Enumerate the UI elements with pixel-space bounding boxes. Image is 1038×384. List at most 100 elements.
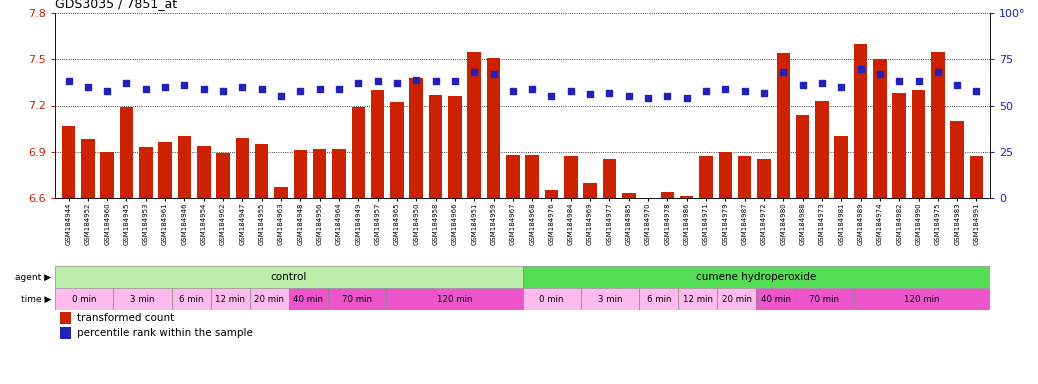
Point bbox=[408, 76, 425, 83]
Bar bbox=[951, 121, 964, 198]
Text: cumene hydroperoxide: cumene hydroperoxide bbox=[696, 272, 816, 282]
Bar bbox=[776, 53, 790, 198]
Point bbox=[775, 69, 792, 75]
Point bbox=[292, 88, 308, 94]
Point bbox=[639, 95, 656, 101]
Point bbox=[601, 89, 618, 96]
Point bbox=[949, 82, 965, 88]
Point bbox=[930, 69, 947, 75]
Text: 70 min: 70 min bbox=[810, 295, 840, 303]
Text: GDS3035 / 7851_at: GDS3035 / 7851_at bbox=[55, 0, 177, 10]
Bar bbox=[507, 155, 520, 198]
Bar bbox=[409, 78, 424, 198]
Bar bbox=[545, 190, 558, 198]
Bar bbox=[815, 101, 828, 198]
Bar bbox=[622, 194, 635, 198]
Point bbox=[157, 84, 173, 90]
Text: 40 min: 40 min bbox=[293, 295, 323, 303]
Bar bbox=[294, 150, 307, 198]
Bar bbox=[250, 288, 289, 310]
Point bbox=[968, 88, 985, 94]
Bar bbox=[757, 159, 771, 198]
Point bbox=[60, 78, 77, 84]
Bar bbox=[525, 155, 539, 198]
Point bbox=[794, 82, 811, 88]
Point bbox=[253, 86, 270, 92]
Point bbox=[446, 78, 463, 84]
Text: 3 min: 3 min bbox=[598, 295, 623, 303]
Point bbox=[563, 88, 579, 94]
Point bbox=[331, 86, 348, 92]
Point bbox=[311, 86, 328, 92]
Text: 6 min: 6 min bbox=[647, 295, 672, 303]
Bar bbox=[522, 288, 581, 310]
Bar bbox=[62, 126, 76, 198]
Point bbox=[852, 65, 869, 71]
Text: agent ▶: agent ▶ bbox=[15, 273, 51, 281]
Point bbox=[466, 69, 483, 75]
Point bbox=[814, 80, 830, 86]
Bar bbox=[911, 90, 925, 198]
Bar bbox=[255, 144, 269, 198]
Bar bbox=[931, 51, 945, 198]
Bar bbox=[113, 288, 172, 310]
Bar bbox=[738, 156, 752, 198]
Bar bbox=[328, 288, 386, 310]
Point bbox=[485, 71, 501, 77]
Text: transformed count: transformed count bbox=[77, 313, 173, 323]
Text: 0 min: 0 min bbox=[540, 295, 564, 303]
Bar bbox=[289, 288, 328, 310]
Bar bbox=[679, 288, 717, 310]
Bar bbox=[757, 288, 795, 310]
Bar bbox=[639, 288, 679, 310]
Bar bbox=[274, 187, 288, 198]
Point bbox=[350, 80, 366, 86]
Bar bbox=[522, 266, 990, 288]
Text: 3 min: 3 min bbox=[131, 295, 155, 303]
Bar bbox=[448, 96, 462, 198]
Point bbox=[137, 86, 154, 92]
Point bbox=[524, 86, 541, 92]
Text: 6 min: 6 min bbox=[180, 295, 203, 303]
Point bbox=[118, 80, 135, 86]
Bar bbox=[332, 149, 346, 198]
Text: control: control bbox=[271, 272, 307, 282]
Bar bbox=[139, 147, 153, 198]
Bar bbox=[101, 152, 114, 198]
Bar bbox=[564, 156, 577, 198]
Text: percentile rank within the sample: percentile rank within the sample bbox=[77, 328, 252, 338]
Bar bbox=[177, 136, 191, 198]
Point bbox=[428, 78, 444, 84]
Bar bbox=[59, 327, 71, 339]
Bar bbox=[352, 107, 365, 198]
Text: 120 min: 120 min bbox=[437, 295, 472, 303]
Point bbox=[659, 93, 676, 99]
Point bbox=[215, 88, 231, 94]
Point bbox=[872, 71, 889, 77]
Point bbox=[910, 78, 927, 84]
Point bbox=[736, 88, 753, 94]
Text: 12 min: 12 min bbox=[683, 295, 713, 303]
Bar bbox=[660, 192, 674, 198]
Point bbox=[273, 93, 290, 99]
Point bbox=[832, 84, 849, 90]
Bar bbox=[386, 288, 522, 310]
Point bbox=[582, 91, 599, 98]
Bar bbox=[119, 107, 133, 198]
Bar bbox=[81, 139, 94, 198]
Point bbox=[235, 84, 251, 90]
Text: 40 min: 40 min bbox=[761, 295, 791, 303]
Text: time ▶: time ▶ bbox=[21, 295, 51, 303]
Bar bbox=[312, 149, 326, 198]
Point bbox=[176, 82, 193, 88]
Bar bbox=[581, 288, 639, 310]
Bar bbox=[236, 138, 249, 198]
Text: 120 min: 120 min bbox=[904, 295, 939, 303]
Bar bbox=[718, 152, 732, 198]
Point bbox=[543, 93, 559, 99]
Bar bbox=[467, 51, 481, 198]
Point bbox=[679, 95, 695, 101]
Point bbox=[388, 80, 405, 86]
Point bbox=[504, 88, 521, 94]
Point bbox=[698, 88, 714, 94]
